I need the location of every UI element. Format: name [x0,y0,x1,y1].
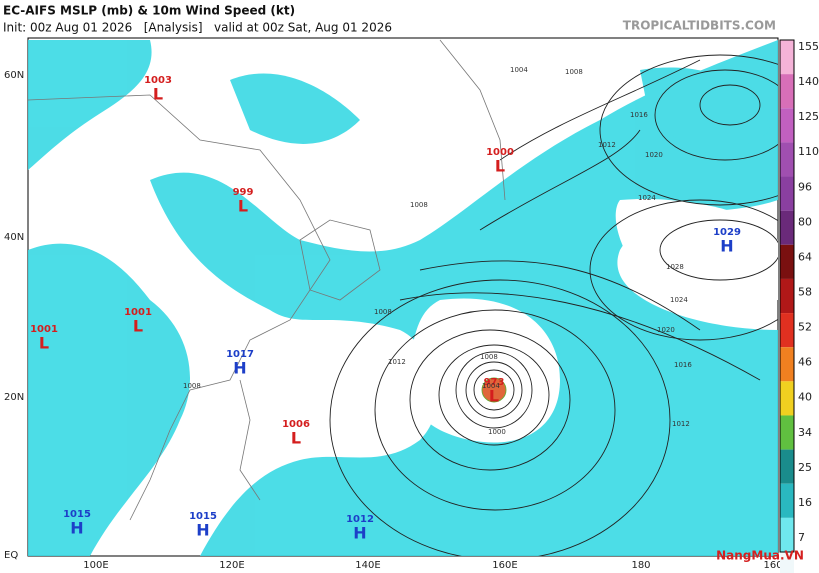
colorbar-label: 140 [798,75,819,88]
colorbar-segment [780,108,794,143]
center-value: 1000 [486,147,514,158]
colorbar-label: 7 [798,531,805,544]
center-value: 1012 [346,514,374,525]
lat-label: 60N [4,70,24,81]
center-symbol: H [720,237,733,256]
colorbar-segment [780,517,794,552]
colorbar-label: 46 [798,356,812,369]
init-line: Init: 00z Aug 01 2026 [Analysis] valid a… [3,21,392,35]
map-fields [28,39,778,556]
center-symbol: H [353,524,366,543]
center-symbol: L [495,157,505,176]
lat-label: 40N [4,232,24,243]
colorbar-segment [780,142,794,177]
lon-label: 160W [764,560,793,571]
center-symbol: L [238,197,248,216]
colorbar-label: 40 [798,391,812,404]
colorbar-segment [780,415,794,450]
isobar-label: 1008 [480,353,498,361]
colorbar-segment [780,483,794,518]
isobar-label: 1012 [672,420,690,428]
isobar-label: 1008 [565,68,583,76]
colorbar-label: 25 [798,461,812,474]
colorbar-frame [779,39,795,553]
colorbar-label: 110 [798,145,819,158]
colorbar-label: 80 [798,215,812,228]
center-symbol: H [70,519,83,538]
isobar-label: 1024 [638,194,656,202]
colorbar-segment [780,278,794,314]
center-symbol: H [233,359,246,378]
center-value: 1001 [124,307,152,318]
colorbar-label: 125 [798,110,819,123]
colorbar-segment [780,552,794,573]
isobar-label: 1016 [674,361,692,369]
colorbar-label: 155 [798,40,819,53]
isobar-label: 1028 [666,263,684,271]
isobar-label: 1020 [645,151,663,159]
center-symbol: L [39,334,49,353]
colorbar-segment [780,244,794,279]
colorbar-segment [780,176,794,211]
center-value: 1015 [63,509,91,520]
colorbar-label: 58 [798,285,812,298]
isobar-label: 1008 [374,308,392,316]
colorbar-segment [780,74,794,109]
lat-label: EQ [4,550,18,561]
colorbar-label: 52 [798,321,812,334]
center-value: 1015 [189,511,217,522]
isobar-label: 1012 [598,141,616,149]
center-symbol: L [291,429,301,448]
source: TROPICALTIDBITS.COM [623,19,776,33]
labels: 60N 40N 20N EQ 100E 120E 140E 160E 180 160W 155 140… [4,39,819,573]
colorbar-label: 34 [798,426,812,439]
colorbar-segment [780,40,794,75]
isobar-label: 1004 [482,382,500,390]
center-symbol: L [133,317,143,336]
lat-label: 20N [4,392,24,403]
center-value: 1017 [226,349,254,360]
center-value: 1006 [282,419,310,430]
center-value: 1003 [144,75,172,86]
colorbar-segment [780,449,794,484]
colorbar-segment [780,313,794,348]
lon-label: 120E [219,560,244,571]
colorbar-segment [780,381,794,416]
center-value: 1029 [713,227,741,238]
colorbar-segment [780,210,794,245]
colorbar-label: 16 [798,496,812,509]
isobar-label: 1024 [670,296,688,304]
isobar-label: 1020 [657,326,675,334]
isobar-label: 1012 [388,358,406,366]
center-value: 973 [484,377,505,388]
lon-label: 160E [492,560,517,571]
isobar-label: 1008 [410,201,428,209]
colorbar-label: 96 [798,180,812,193]
isobar-label: 1008 [183,382,201,390]
colorbar-label: 64 [798,250,812,263]
center-value: 1001 [30,324,58,335]
isobar-label: 1000 [488,428,506,436]
center-symbol: H [196,521,209,540]
center-symbol: L [153,85,163,104]
isobar-label: 1004 [510,66,528,74]
isobar-label: 1016 [630,111,648,119]
center-symbol: L [489,387,499,406]
title: EC-AIFS MSLP (mb) & 10m Wind Speed (kt) [3,4,295,18]
lon-label: 100E [83,560,108,571]
watermark: NangMua.VN [716,549,804,563]
lon-label: 180 [631,560,650,571]
center-value: 999 [233,187,254,198]
lon-label: 140E [355,560,380,571]
colorbar-segment [780,347,794,382]
